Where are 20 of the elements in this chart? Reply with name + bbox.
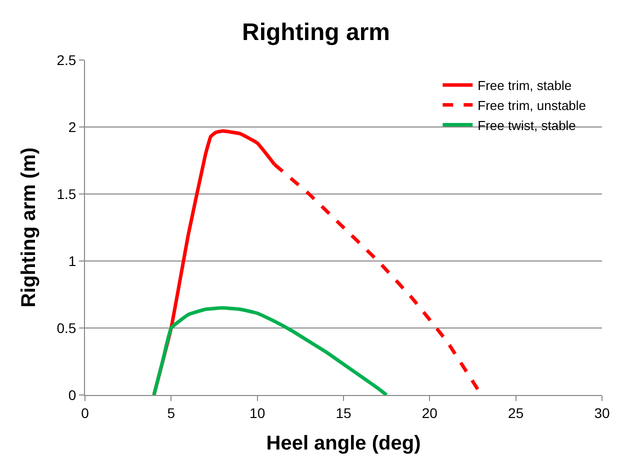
x-tick-label: 5 bbox=[167, 404, 176, 421]
y-axis-title: Righting arm (m) bbox=[18, 148, 40, 308]
line-series bbox=[152, 306, 388, 395]
legend-label: Free trim, stable bbox=[478, 78, 572, 94]
y-tick-label: 0.5 bbox=[56, 320, 76, 336]
x-tick-label: 20 bbox=[422, 404, 438, 421]
x-tick-label: 10 bbox=[250, 404, 266, 421]
x-axis-title: Heel angle (deg) bbox=[266, 432, 421, 454]
y-tick-label: 1 bbox=[68, 252, 76, 269]
x-tick-label: 15 bbox=[336, 404, 352, 421]
x-tick-label: 25 bbox=[508, 404, 524, 421]
chart-title: Righting arm bbox=[242, 18, 390, 46]
y-tick-label: 2.5 bbox=[56, 52, 76, 68]
legend-label: Free trim, unstable bbox=[478, 98, 586, 113]
legend-label: Free twist, stable bbox=[478, 118, 576, 133]
x-tick-label: 0 bbox=[81, 404, 90, 421]
y-tick-label: 1.5 bbox=[56, 186, 76, 202]
y-tick-label: 0 bbox=[68, 386, 76, 403]
x-tick-label: 30 bbox=[594, 404, 610, 421]
y-tick-label: 2 bbox=[68, 118, 76, 135]
